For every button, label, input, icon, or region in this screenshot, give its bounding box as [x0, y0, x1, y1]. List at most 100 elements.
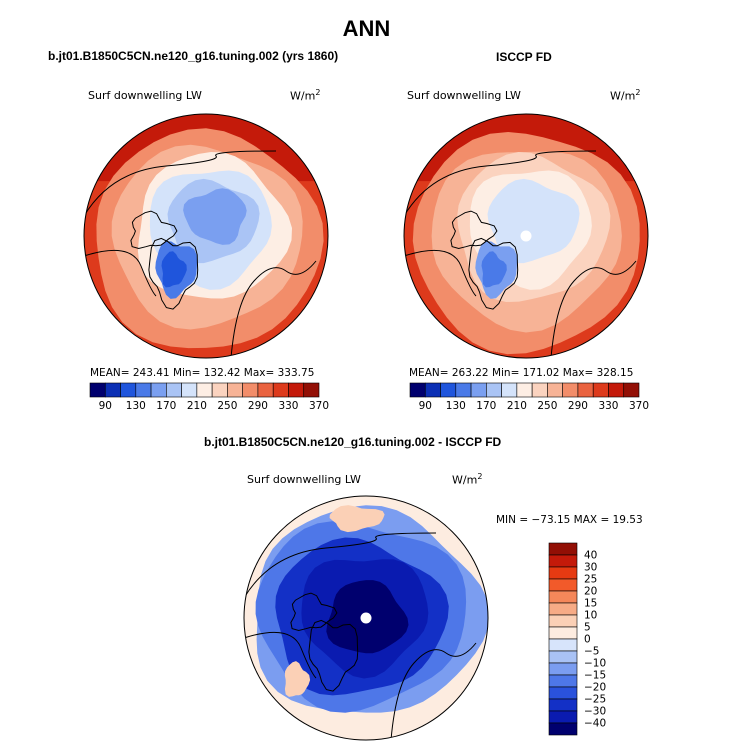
diff-colorbar-swatch — [548, 686, 578, 700]
obs-colorbar-tick-label: 130 — [446, 400, 466, 412]
obs-coast-north — [404, 150, 597, 217]
model-colorbar-swatch — [272, 382, 289, 398]
diff-coast-greenland — [308, 619, 359, 692]
model-colorbar-swatch — [227, 382, 243, 398]
model-coast-greenland — [148, 237, 199, 310]
obs-coast-greenland — [468, 237, 519, 310]
obs-colorbar-swatch — [577, 382, 594, 398]
model-colorbar: 90 130 170 210 250 290 330 370 — [89, 382, 329, 412]
model-variable-label: Surf downwelling LW — [88, 89, 202, 102]
diff-colorbar-swatch — [548, 590, 578, 604]
diff-coast-east — [390, 642, 477, 740]
obs-colorbar-swatch — [440, 382, 457, 398]
obs-greenland-inner — [481, 251, 507, 288]
diff-units-exponent: 2 — [477, 472, 483, 481]
obs-coast-east — [550, 260, 637, 358]
model-colorbar-tick-label: 250 — [217, 400, 237, 412]
obs-field-ring5 — [487, 178, 580, 264]
diff-coastlines — [244, 532, 477, 740]
model-colorbar-tick-label: 130 — [126, 400, 146, 412]
diff-colorbar-tick-label: −5 — [584, 646, 599, 658]
diff-map — [244, 496, 488, 740]
obs-colorbar-tick-label: 170 — [476, 400, 496, 412]
diff-colorbar-swatch — [548, 578, 578, 592]
model-colorbar-swatch — [303, 382, 320, 398]
diff-colorbar-swatch — [548, 602, 578, 616]
diff-colorbar-tick-label: 10 — [584, 610, 597, 622]
model-units-exponent: 2 — [315, 88, 321, 97]
diff-colorbar-tick-label: −40 — [584, 718, 606, 730]
diff-colorbar-tick-label: −30 — [584, 706, 606, 718]
diff-variable-label: Surf downwelling LW — [247, 473, 361, 486]
diff-colorbar-tick-label: −25 — [584, 694, 606, 706]
diff-colorbar-tick-label: −10 — [584, 658, 606, 670]
diff-colorbar-swatch — [548, 638, 578, 652]
obs-colorbar-tick-label: 370 — [629, 400, 649, 412]
diff-field-warm-north — [329, 505, 385, 533]
model-colorbar-swatch — [104, 382, 121, 398]
model-greenland-inner — [161, 251, 187, 288]
model-colorbar-tick-label: 330 — [278, 400, 298, 412]
model-colorbar-swatch — [211, 382, 228, 398]
diff-coast-archipelago — [290, 592, 338, 632]
diff-colorbar-swatch — [548, 674, 578, 688]
obs-coast-west — [404, 249, 477, 297]
model-coastlines — [84, 150, 317, 358]
model-stats: MEAN= 243.41 Min= 132.42 Max= 333.75 — [90, 367, 315, 379]
diff-colorbar-swatch — [548, 710, 578, 724]
obs-units-label: W/m2 — [610, 88, 640, 103]
model-units-text: W/m — [290, 89, 316, 103]
diff-colorbar-swatch — [548, 626, 578, 640]
obs-coast-archipelago — [450, 210, 498, 250]
model-coast-archipelago — [130, 210, 178, 250]
obs-colorbar-swatch — [592, 382, 609, 398]
obs-colorbar-tick-label: 210 — [507, 400, 527, 412]
model-colorbar-swatch — [196, 382, 213, 398]
obs-colorbar-swatch — [623, 382, 640, 398]
obs-colorbar-swatch — [409, 382, 426, 398]
diff-colorbar-tick-label: 15 — [584, 598, 597, 610]
model-colorbar-tick-label: 90 — [99, 400, 112, 412]
model-colorbar-tick-label: 370 — [309, 400, 329, 412]
diff-coast-west — [244, 631, 317, 679]
model-colorbar-swatch — [150, 382, 167, 398]
obs-units-text: W/m — [610, 89, 636, 103]
obs-colorbar-swatch — [486, 382, 502, 398]
obs-map — [404, 114, 648, 358]
model-map — [84, 114, 328, 358]
diff-colorbar-swatch — [548, 554, 578, 568]
obs-colorbar-tick-label: 250 — [537, 400, 557, 412]
obs-colorbar-swatch — [531, 382, 548, 398]
obs-units-exponent: 2 — [635, 88, 641, 97]
figure-title: ANN — [342, 16, 391, 41]
model-colorbar-swatch — [120, 382, 137, 398]
obs-colorbar-swatch — [516, 382, 533, 398]
diff-colorbar-swatch — [548, 698, 578, 712]
diff-colorbar-swatch — [548, 662, 578, 676]
diff-colorbar-swatch — [548, 650, 578, 664]
obs-colorbar-swatch — [501, 382, 518, 398]
model-coast-west — [84, 249, 157, 297]
diff-panel-title: b.jt01.B1850C5CN.ne120_g16.tuning.002 - … — [204, 435, 502, 449]
diff-colorbar-tick-label: −20 — [584, 682, 606, 694]
model-colorbar-swatch — [135, 382, 152, 398]
diff-colorbar-tick-label: 25 — [584, 574, 597, 586]
obs-colorbar-swatch — [470, 382, 487, 398]
diff-pole-hole — [360, 612, 372, 624]
obs-stats: MEAN= 263.22 Min= 171.02 Max= 328.15 — [409, 367, 634, 379]
obs-colorbar-tick-label: 90 — [419, 400, 432, 412]
model-coast-north — [84, 150, 277, 217]
model-units-label: W/m2 — [290, 88, 320, 103]
model-colorbar-tick-label: 290 — [248, 400, 268, 412]
diff-colorbar-swatch — [548, 566, 578, 580]
obs-map-border — [403, 113, 649, 359]
model-map-border — [83, 113, 329, 359]
model-field-core — [183, 188, 247, 245]
diff-minmax: MIN = −73.15 MAX = 19.53 — [496, 514, 643, 526]
model-coast-east — [230, 260, 317, 358]
obs-colorbar-swatch — [547, 382, 563, 398]
obs-colorbar-tick-label: 290 — [568, 400, 588, 412]
diff-units-label: W/m2 — [452, 472, 482, 487]
